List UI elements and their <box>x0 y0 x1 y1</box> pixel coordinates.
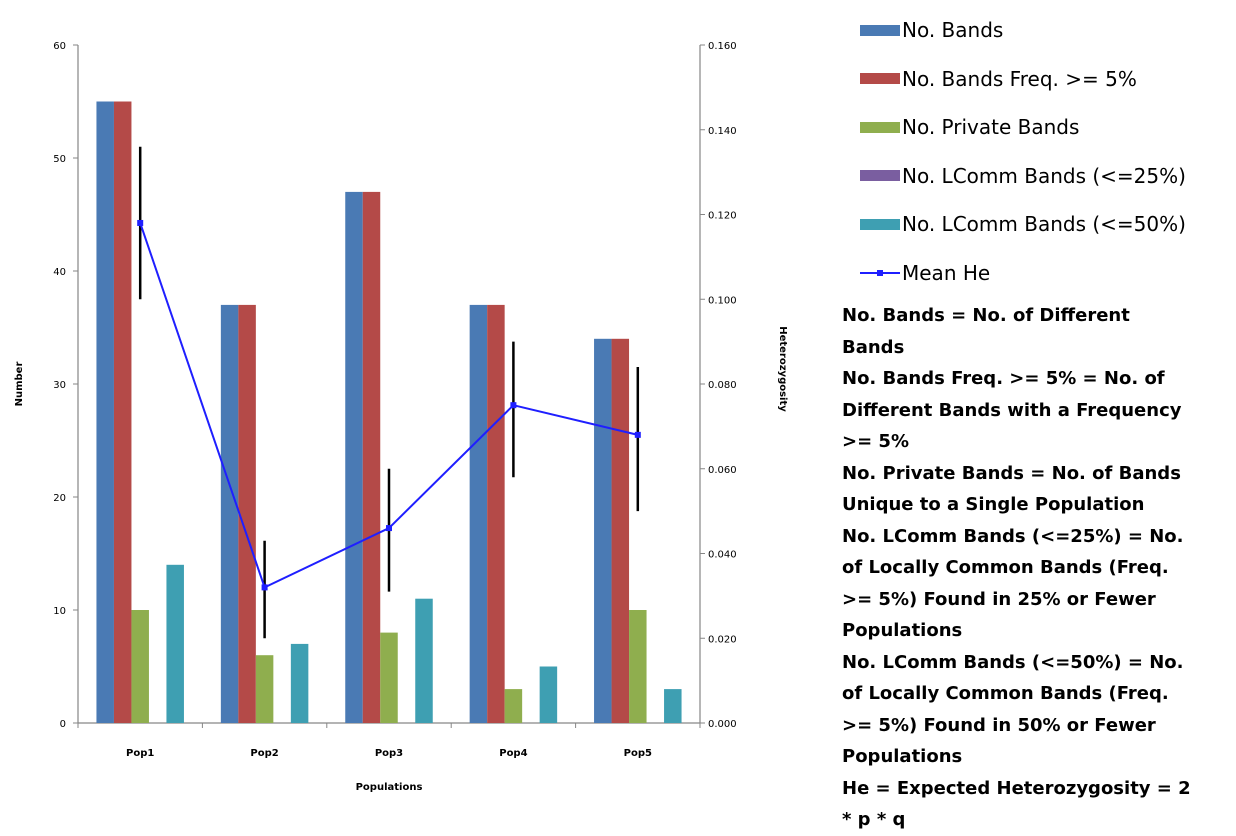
legend-line-swatch <box>860 267 900 278</box>
y-tick-label: 20 <box>53 493 66 504</box>
bar <box>345 191 363 723</box>
bar <box>255 655 274 723</box>
bar <box>113 101 132 723</box>
note-line: Unique to a Single Population <box>842 494 1145 515</box>
bar <box>629 610 647 723</box>
y2-tick-label: 0.020 <box>708 634 737 645</box>
bar <box>611 338 630 723</box>
x-tick-label: Pop3 <box>375 748 403 759</box>
bar <box>362 191 381 723</box>
legend-swatch <box>860 121 900 133</box>
note-line: >= 5% <box>842 431 909 452</box>
y-tick-label: 10 <box>53 606 66 617</box>
note-line: >= 5%) Found in 50% or Fewer <box>842 714 1156 736</box>
x-tick-label: Pop1 <box>126 748 154 759</box>
legend-item-private-bands: No. Private Bands <box>860 103 1236 152</box>
bar <box>664 689 682 723</box>
legend-item-lcomm-25: No. LComm Bands (<=25%) <box>860 152 1236 201</box>
y2-axis-title: Heterozygosity <box>777 326 788 412</box>
y-tick-label: 60 <box>53 41 66 52</box>
legend-item-no-bands: No. Bands <box>860 6 1236 55</box>
bar <box>96 101 114 723</box>
legend-label: No. Bands <box>902 18 1004 43</box>
note-line: No. LComm Bands (<=50%) = No. <box>842 651 1184 673</box>
y-tick-label: 40 <box>53 267 66 278</box>
bar <box>166 564 184 723</box>
note-line: No. Private Bands = No. of Bands <box>842 462 1181 484</box>
note-line: >= 5%) Found in 25% or Fewer <box>842 588 1156 610</box>
legend-label: No. Private Bands <box>902 115 1080 140</box>
bar <box>415 598 433 723</box>
chart-legend: No. Bands No. Bands Freq. >= 5% No. Priv… <box>860 6 1236 297</box>
y2-tick-label: 0.000 <box>708 719 737 730</box>
note-line: of Locally Common Bands (Freq. <box>842 683 1169 704</box>
legend-item-lcomm-50: No. LComm Bands (<=50%) <box>860 200 1236 249</box>
y2-tick-label: 0.100 <box>708 295 737 306</box>
note-line: * p * q <box>842 809 906 830</box>
y-axis-title: Number <box>14 362 25 407</box>
x-tick-label: Pop4 <box>499 748 527 759</box>
note-line: Populations <box>842 620 963 641</box>
note-line: He = Expected Heterozygosity = 2 <box>842 777 1191 799</box>
bar <box>238 304 256 723</box>
note-line: Populations <box>842 746 963 767</box>
mean-he-point <box>261 584 268 591</box>
combo-chart: 0 10 20 30 40 50 60 0.000 0.020 0.040 0.060 0.080 0.… <box>14 41 788 793</box>
bar <box>131 610 149 723</box>
x-tick-label: Pop2 <box>250 748 278 759</box>
bar <box>380 632 398 723</box>
legend-label: No. Bands Freq. >= 5% <box>902 66 1137 91</box>
y2-tick-label: 0.060 <box>708 465 737 476</box>
y2-tick-label: 0.140 <box>708 126 737 137</box>
note-line: No. Bands Freq. >= 5% = No. of <box>842 368 1165 389</box>
y-tick-label: 30 <box>53 380 66 391</box>
bar <box>290 643 309 723</box>
note-line: No. Bands = No. of Different <box>842 305 1130 326</box>
legend-label: No. LComm Bands (<=25%) <box>902 163 1186 188</box>
bar <box>469 304 488 723</box>
mean-he-point <box>634 431 641 438</box>
note-line: No. LComm Bands (<=25%) = No. <box>842 525 1184 547</box>
x-tick-label: Pop5 <box>624 748 652 759</box>
note-line: Different Bands with a Frequency <box>842 399 1182 421</box>
y-tick-label: 0 <box>60 719 66 730</box>
legend-item-no-bands-freq: No. Bands Freq. >= 5% <box>860 55 1236 104</box>
mean-he-point <box>510 402 517 409</box>
legend-swatch <box>860 24 900 36</box>
mean-he-point <box>137 219 144 226</box>
legend-swatch <box>860 170 900 182</box>
bar <box>220 304 239 723</box>
y2-tick-label: 0.040 <box>708 550 737 561</box>
legend-swatch <box>860 218 900 230</box>
mean-he-point <box>386 525 392 532</box>
bar <box>539 666 558 723</box>
bar <box>594 338 612 723</box>
y-tick-label: 50 <box>53 154 66 165</box>
note-line: of Locally Common Bands (Freq. <box>842 557 1169 578</box>
bar <box>487 304 505 723</box>
note-line: Bands <box>842 336 905 358</box>
y2-tick-label: 0.160 <box>708 41 737 52</box>
legend-swatch <box>860 73 900 85</box>
legend-label: Mean He <box>902 260 991 285</box>
bar <box>504 689 523 723</box>
legend-label: No. LComm Bands (<=50%) <box>902 212 1186 237</box>
y2-tick-label: 0.080 <box>708 380 737 391</box>
y2-tick-label: 0.120 <box>708 211 737 222</box>
definitions-note: No. Bands = No. of Different Bands No. B… <box>842 300 1234 836</box>
x-axis-title: Populations <box>356 782 423 793</box>
legend-item-mean-he: Mean He <box>860 249 1236 298</box>
